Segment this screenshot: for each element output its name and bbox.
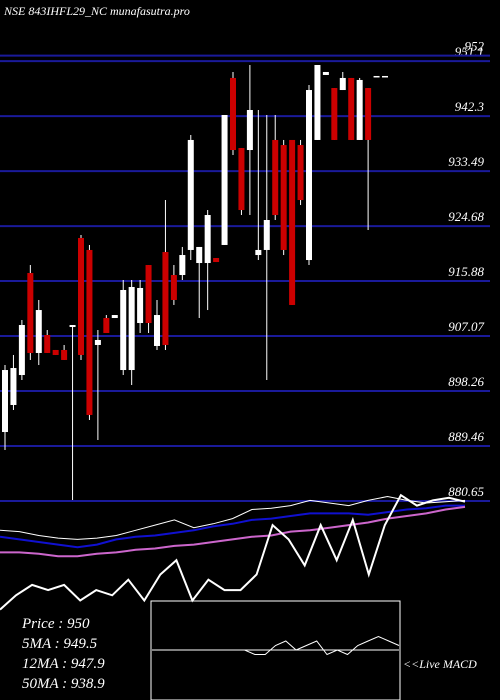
candle-body xyxy=(297,145,304,201)
candle-body xyxy=(255,249,262,256)
chart-title: NSE 843IHFL29_NC munafasutra.pro xyxy=(3,4,190,18)
macd-label: <<Live MACD xyxy=(403,657,477,671)
candle-body xyxy=(356,79,363,140)
candle-body xyxy=(10,368,17,405)
candle-body xyxy=(35,310,42,353)
candle-body xyxy=(86,249,93,415)
candle-body xyxy=(120,289,127,371)
y-tick-label: 880.65 xyxy=(448,484,484,499)
candle-body xyxy=(145,265,152,324)
candle-body xyxy=(306,90,312,261)
info-text: 50MA : 938.9 xyxy=(22,676,105,692)
candle-body xyxy=(263,220,270,250)
candle-body xyxy=(238,148,245,211)
candle-body xyxy=(289,139,296,305)
candle-body xyxy=(111,315,118,319)
candle-body xyxy=(137,287,144,324)
candle-body xyxy=(61,349,68,360)
candle-body xyxy=(128,286,135,371)
candle-body xyxy=(179,255,186,276)
candle-body xyxy=(382,75,388,78)
candle-body xyxy=(69,325,76,328)
indicator-line xyxy=(0,493,466,611)
candle-body xyxy=(230,77,236,151)
info-text: 12MA : 947.9 xyxy=(22,656,105,672)
candle-body xyxy=(44,334,51,353)
candle-body xyxy=(78,237,84,355)
y-tick-label: 933.49 xyxy=(448,154,484,169)
y-tick-label: 942.3 xyxy=(455,99,485,114)
candle-body xyxy=(331,88,338,140)
candle-body xyxy=(170,275,177,300)
candle-body xyxy=(27,273,34,353)
candle-body xyxy=(187,139,194,250)
info-text: Price : 950 xyxy=(21,616,90,632)
candle-body xyxy=(52,349,59,355)
indicator-line xyxy=(0,504,465,549)
candle-body xyxy=(94,339,101,345)
candle-body xyxy=(373,75,380,78)
candle-body xyxy=(103,318,110,334)
y-tick-label: 898.26 xyxy=(448,374,484,389)
candle-body xyxy=(339,77,346,91)
y-tick-label: 924.68 xyxy=(448,209,484,224)
candle-body xyxy=(314,64,321,140)
candle-body xyxy=(196,246,203,264)
candle-body xyxy=(2,370,8,433)
candle-body xyxy=(18,325,25,376)
candle-body xyxy=(365,88,372,140)
candle-body xyxy=(246,110,253,151)
candle-body xyxy=(162,252,169,345)
candle-body xyxy=(348,77,355,140)
candle-body xyxy=(272,139,279,216)
candle-body xyxy=(221,114,228,245)
info-text: 5MA : 949.5 xyxy=(22,636,98,652)
y-tick-label: 907.07 xyxy=(448,319,484,334)
y-tick-label: 952 xyxy=(465,39,485,54)
candle-body xyxy=(204,215,211,264)
y-tick-label: 915.88 xyxy=(448,264,484,279)
candle-body xyxy=(213,258,220,263)
indicator-line xyxy=(0,495,466,540)
y-tick-label: 889.46 xyxy=(448,429,484,444)
candle-body xyxy=(322,71,329,75)
candle-body xyxy=(280,145,287,250)
candle-body xyxy=(154,315,160,346)
macd-frame xyxy=(150,600,401,700)
